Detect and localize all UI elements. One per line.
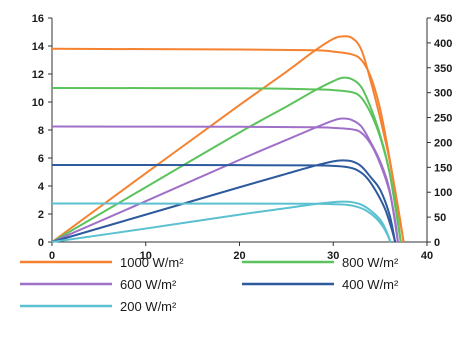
legend-label: 600 W/m²: [120, 277, 177, 292]
y-tick-label: 10: [32, 97, 44, 109]
y-tick-label: 16: [32, 13, 44, 25]
y-tick-label: 8: [38, 125, 44, 137]
pv-curve: [51, 159, 397, 243]
legend-label: 200 W/m²: [120, 299, 177, 314]
y2-tick-label: 0: [434, 237, 440, 249]
iv-curve: [51, 164, 397, 243]
y-tick-label: 4: [38, 181, 45, 193]
y2-tick-label: 150: [434, 162, 452, 174]
x-tick-label: 30: [327, 250, 339, 262]
y2-tick-label: 300: [434, 88, 452, 100]
legend-item: 600 W/m²: [20, 277, 177, 292]
series-2: [51, 117, 399, 243]
legend: 1000 W/m² 800 W/m² 600 W/m² 400 W/m² 200 W/m…: [20, 255, 399, 314]
legend-item: 800 W/m²: [242, 255, 399, 270]
y-tick-label: 0: [38, 237, 44, 249]
x-tick-label: 40: [421, 250, 433, 262]
y2-tick-label: 100: [434, 187, 452, 199]
y-tick-label: 2: [38, 209, 44, 221]
series-1: [51, 76, 402, 243]
pv-curve: [51, 200, 392, 243]
legend-label: 1000 W/m²: [120, 255, 184, 270]
chart-curves: [51, 35, 405, 243]
series-4: [51, 200, 392, 243]
y-axis-right-ticks: 0 50 100 150 200 250 300 350 400 450: [427, 13, 452, 249]
x-tick-label: 20: [233, 250, 245, 262]
legend-item: 200 W/m²: [20, 299, 177, 314]
x-tick-label: 0: [49, 250, 55, 262]
y-tick-label: 14: [32, 41, 45, 53]
y2-tick-label: 200: [434, 137, 452, 149]
pv-curve: [51, 35, 405, 243]
y2-tick-label: 450: [434, 13, 452, 25]
y2-tick-label: 50: [434, 212, 446, 224]
x-axis-ticks: 0 10 20 30 40: [49, 242, 433, 262]
iv-curve: [51, 125, 399, 243]
series-0: [51, 35, 405, 243]
y-tick-label: 6: [38, 153, 44, 165]
pv-curve: [51, 76, 402, 243]
series-3: [51, 159, 397, 243]
y-tick-label: 12: [32, 69, 44, 81]
legend-label: 400 W/m²: [342, 277, 399, 292]
y2-tick-label: 350: [434, 63, 452, 75]
y2-tick-label: 250: [434, 113, 452, 125]
iv-curve: [51, 202, 392, 243]
y2-tick-label: 400: [434, 38, 452, 50]
legend-item: 1000 W/m²: [20, 255, 184, 270]
legend-label: 800 W/m²: [342, 255, 399, 270]
x-tick-label: 10: [140, 250, 152, 262]
y-axis-left-ticks: 0 2 4 6 8 10 12 14 16: [32, 13, 52, 249]
legend-item: 400 W/m²: [242, 277, 399, 292]
pv-curve: [51, 117, 399, 243]
